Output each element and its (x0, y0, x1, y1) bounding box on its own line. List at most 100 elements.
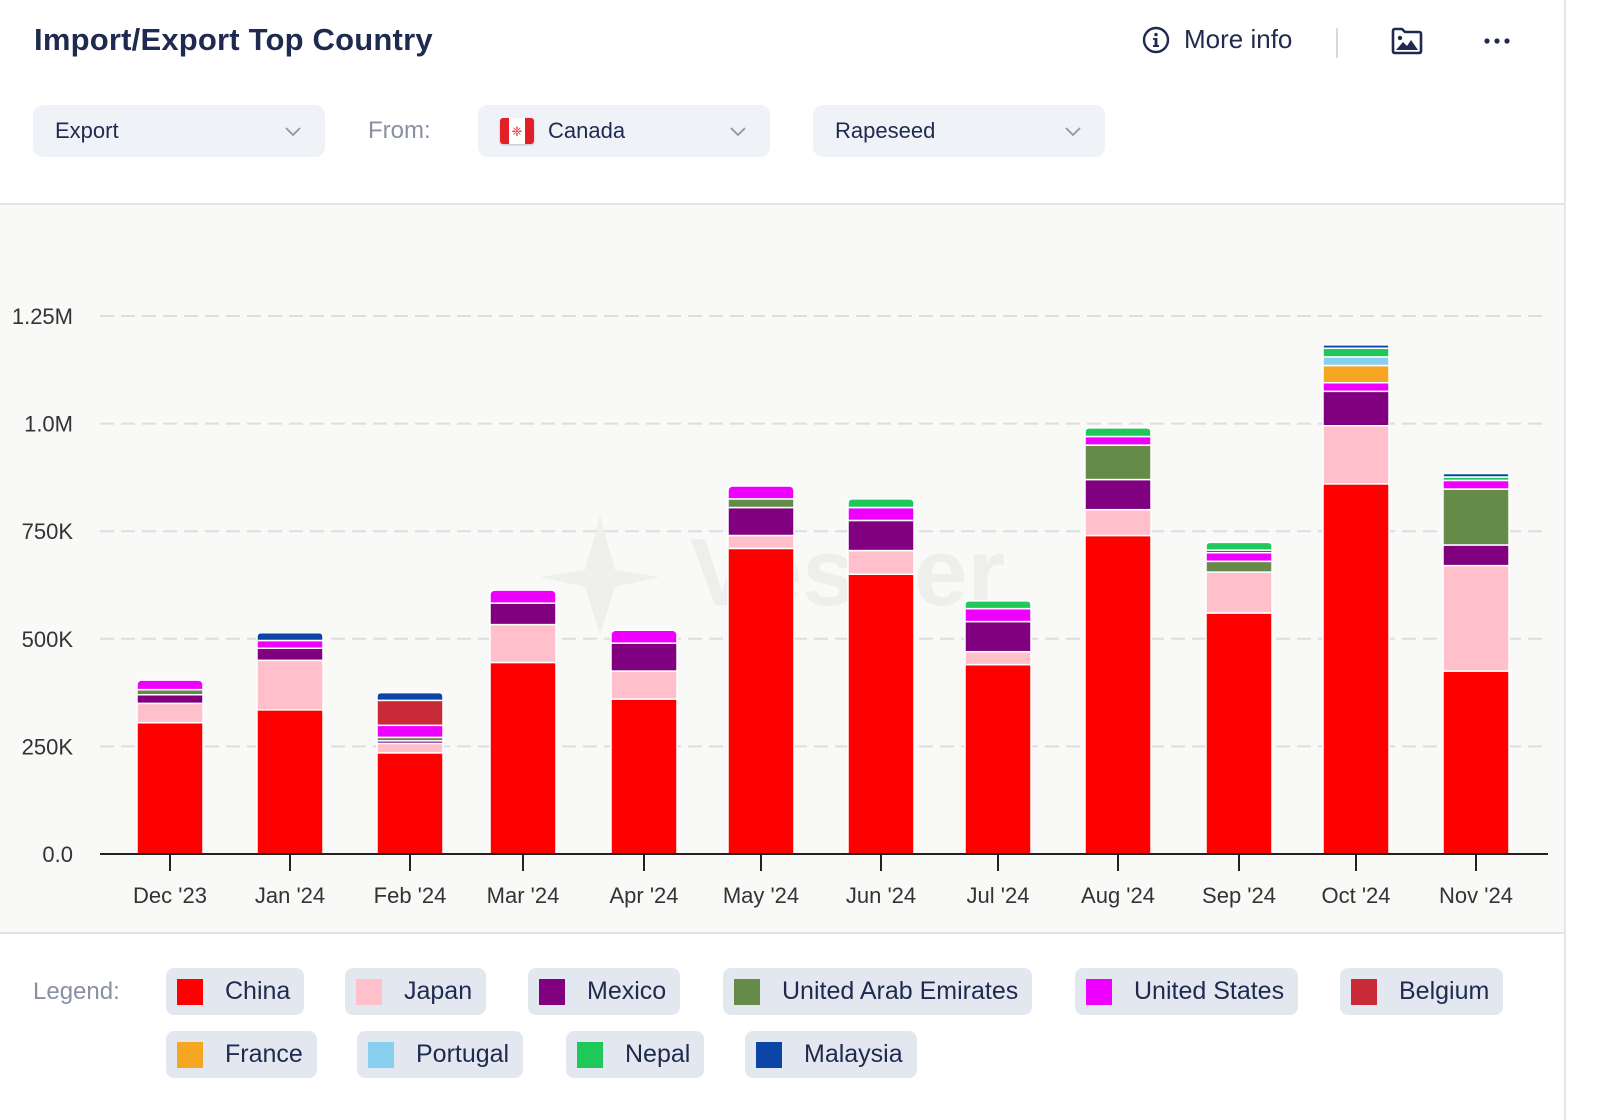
more-info-button[interactable]: More info (1142, 24, 1292, 55)
bar-segment-mexico[interactable] (847, 519, 915, 552)
bar-stack[interactable] (727, 485, 795, 855)
bar-segment-japan[interactable] (1205, 571, 1273, 614)
legend-label: Malaysia (804, 1040, 903, 1068)
bar-segment-mexico[interactable] (489, 602, 557, 626)
x-tick-label: Sep '24 (1202, 883, 1276, 908)
bar-segment-nepal[interactable] (1205, 541, 1273, 551)
bar-segment-japan[interactable] (727, 534, 795, 550)
bar-segment-united-states[interactable] (489, 589, 557, 604)
bar-segment-japan[interactable] (489, 623, 557, 664)
bar-segment-united-arab-emirates[interactable] (136, 688, 204, 696)
bar-segment-china[interactable] (376, 752, 444, 855)
legend-swatch-icon (1351, 978, 1377, 1005)
bar-segment-japan[interactable] (376, 742, 444, 754)
bar-segment-china[interactable] (489, 661, 557, 855)
bar-segment-nepal[interactable] (1084, 427, 1152, 438)
bar-stack[interactable] (489, 589, 557, 855)
bar-segment-united-states[interactable] (964, 607, 1032, 623)
bar-segment-united-arab-emirates[interactable] (1205, 560, 1273, 573)
bar-segment-mexico[interactable] (964, 620, 1032, 653)
page-title: Import/Export Top Country (34, 22, 433, 57)
legend-item-united-states[interactable]: United States (1075, 968, 1299, 1015)
legend-item-belgium[interactable]: Belgium (1340, 968, 1504, 1015)
bar-segment-mexico[interactable] (610, 642, 678, 672)
legend-item-japan[interactable]: Japan (345, 968, 487, 1015)
bar-segment-china[interactable] (256, 709, 324, 855)
bar-stack[interactable] (376, 691, 444, 855)
bar-segment-united-states[interactable] (1442, 479, 1510, 490)
legend-item-france[interactable]: France (166, 1031, 317, 1078)
bar-segment-united-arab-emirates[interactable] (1442, 488, 1510, 546)
bar-segment-mexico[interactable] (1442, 544, 1510, 567)
bar-segment-china[interactable] (1205, 612, 1273, 855)
bar-segment-malaysia[interactable] (1322, 344, 1390, 350)
bar-segment-united-states[interactable] (376, 724, 444, 739)
bar-segment-malaysia[interactable] (1442, 472, 1510, 478)
bar-segment-united-states[interactable] (727, 485, 795, 500)
bar-segment-united-states[interactable] (136, 679, 204, 691)
bar-segment-japan[interactable] (1442, 564, 1510, 672)
bar-segment-united-states[interactable] (847, 506, 915, 522)
bar-segment-china[interactable] (964, 663, 1032, 855)
bar-segment-united-arab-emirates[interactable] (727, 498, 795, 509)
bar-segment-mexico[interactable] (136, 694, 204, 705)
bar-segment-japan[interactable] (1084, 508, 1152, 537)
bar-segment-united-states[interactable] (610, 629, 678, 644)
bar-segment-united-states[interactable] (1205, 551, 1273, 563)
info-circle-icon (1142, 26, 1170, 53)
legend-label: Mexico (587, 977, 667, 1005)
bar-segment-china[interactable] (1442, 670, 1510, 855)
bar-segment-mexico[interactable] (727, 506, 795, 537)
bar-stack[interactable] (1322, 344, 1390, 855)
bar-stack[interactable] (847, 498, 915, 855)
bar-segment-united-arab-emirates[interactable] (1084, 444, 1152, 481)
bar-segment-mexico[interactable] (1322, 390, 1390, 427)
bar-segment-china[interactable] (1084, 534, 1152, 855)
product-select[interactable]: Rapeseed (813, 105, 1105, 157)
x-tick-label: Jul '24 (967, 883, 1030, 908)
bar-segment-japan[interactable] (1322, 425, 1390, 485)
legend-item-china[interactable]: China (166, 968, 305, 1015)
bar-segment-nepal[interactable] (847, 498, 915, 509)
bar-segment-china[interactable] (727, 547, 795, 855)
bar-segment-nepal[interactable] (1322, 347, 1390, 358)
legend-item-united-arab-emirates[interactable]: United Arab Emirates (723, 968, 1033, 1015)
legend-item-portugal[interactable]: Portugal (357, 1031, 524, 1078)
bar-segment-france[interactable] (1322, 364, 1390, 384)
bar-segment-china[interactable] (1322, 483, 1390, 855)
bar-segment-malaysia[interactable] (256, 632, 324, 642)
bar-segment-nepal[interactable] (964, 600, 1032, 610)
bar-stack[interactable] (256, 632, 324, 855)
bar-segment-japan[interactable] (610, 670, 678, 700)
bar-segment-malaysia[interactable] (376, 691, 444, 702)
bar-stack[interactable] (136, 679, 204, 855)
bar-segment-china[interactable] (610, 698, 678, 855)
bar-stack[interactable] (964, 600, 1032, 855)
legend-item-malaysia[interactable]: Malaysia (745, 1031, 917, 1078)
export-image-button[interactable] (1390, 26, 1424, 61)
bar-segment-united-states[interactable] (1084, 435, 1152, 446)
legend-item-nepal[interactable]: Nepal (566, 1031, 705, 1078)
bar-segment-belgium[interactable] (376, 699, 444, 727)
bar-stack[interactable] (610, 629, 678, 855)
bar-segment-portugal[interactable] (1322, 356, 1390, 367)
bar-segment-japan[interactable] (256, 659, 324, 711)
legend-swatch-icon (356, 978, 382, 1005)
bar-segment-united-states[interactable] (1322, 381, 1390, 393)
bar-segment-china[interactable] (847, 573, 915, 855)
bar-stack[interactable] (1205, 541, 1273, 855)
bar-segment-mexico[interactable] (256, 647, 324, 662)
trade-type-select[interactable]: Export (33, 105, 325, 157)
bar-segment-japan[interactable] (136, 702, 204, 724)
bar-segment-japan[interactable] (964, 650, 1032, 666)
bar-segment-japan[interactable] (847, 549, 915, 575)
more-options-button[interactable] (1482, 28, 1512, 59)
bar-stack[interactable] (1084, 427, 1152, 855)
bar-segment-united-states[interactable] (256, 639, 324, 650)
bar-segment-china[interactable] (136, 721, 204, 855)
bar-segment-mexico[interactable] (1084, 478, 1152, 511)
legend-item-mexico[interactable]: Mexico (528, 968, 681, 1015)
bar-stack[interactable] (1442, 472, 1510, 855)
country-select[interactable]: ❈ Canada (478, 105, 770, 157)
